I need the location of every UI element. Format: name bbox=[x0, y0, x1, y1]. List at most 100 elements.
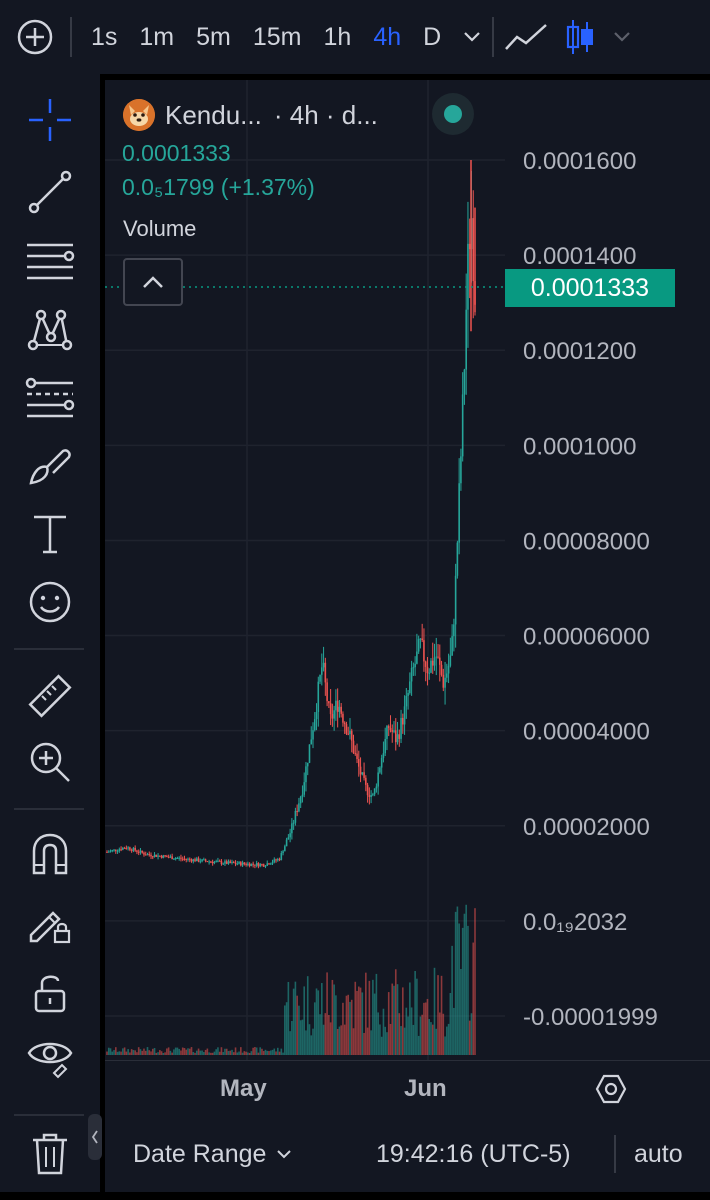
candle-body bbox=[243, 862, 246, 864]
candle-body bbox=[417, 639, 420, 652]
candle-body bbox=[150, 854, 152, 857]
candle-body bbox=[269, 863, 272, 865]
candle-body bbox=[264, 865, 267, 867]
volume-bar bbox=[402, 987, 404, 1055]
magnet-tool-button[interactable] bbox=[20, 824, 80, 884]
trend-line-tool-button[interactable] bbox=[20, 162, 80, 222]
interval-d[interactable]: D bbox=[423, 23, 442, 51]
interval-5m[interactable]: 5m bbox=[196, 23, 231, 51]
volume-bar bbox=[451, 945, 453, 1055]
collapse-legend-button[interactable] bbox=[123, 258, 183, 306]
chart-type-dropdown-button[interactable] bbox=[602, 0, 642, 74]
volume-bar bbox=[407, 1016, 409, 1055]
volume-bar bbox=[312, 1028, 314, 1055]
volume-bar bbox=[352, 1028, 355, 1055]
volume-bar bbox=[428, 1019, 431, 1055]
volume-bar bbox=[322, 1024, 325, 1055]
candle-body bbox=[373, 788, 376, 795]
market-status-indicator[interactable] bbox=[432, 93, 474, 135]
interval-1h[interactable]: 1h bbox=[323, 23, 352, 51]
remove-drawings-button[interactable] bbox=[20, 1124, 80, 1184]
candle-body bbox=[262, 864, 265, 867]
price-chart[interactable]: 0.0001600 0.0001400 0.0001200 0.0001000 0.00… bbox=[105, 80, 710, 1060]
volume-bar bbox=[324, 1013, 327, 1055]
candle-body bbox=[338, 706, 341, 712]
volume-indicator-label[interactable]: Volume bbox=[123, 216, 197, 241]
unlock-button[interactable] bbox=[20, 962, 80, 1022]
candle-body bbox=[453, 624, 455, 637]
candle-body bbox=[356, 753, 358, 759]
interval-1m[interactable]: 1m bbox=[139, 23, 175, 51]
volume-bar bbox=[331, 979, 334, 1055]
candle-body bbox=[134, 847, 136, 851]
volume-bar bbox=[144, 1050, 147, 1055]
volume-bar bbox=[134, 1050, 136, 1055]
candle-body bbox=[402, 717, 404, 725]
clock-timezone-button[interactable]: 19:42:16 (UTC-5) bbox=[376, 1139, 571, 1168]
pattern-tool-button[interactable] bbox=[20, 300, 80, 360]
fib-tool-button[interactable] bbox=[20, 368, 80, 428]
volume-bar bbox=[380, 1036, 383, 1055]
chart-type-candles-button[interactable] bbox=[558, 0, 602, 74]
volume-bar bbox=[183, 1048, 186, 1055]
chevron-down-icon bbox=[614, 32, 630, 42]
candle-body bbox=[118, 849, 121, 851]
volume-bar bbox=[298, 1005, 300, 1055]
visibility-button[interactable] bbox=[20, 1026, 80, 1086]
candle-body bbox=[461, 394, 464, 457]
chart-type-line-button[interactable] bbox=[494, 0, 558, 74]
screen-edge bbox=[0, 1192, 710, 1200]
candle-body bbox=[454, 575, 457, 625]
candle-body bbox=[275, 859, 277, 861]
candle-body bbox=[315, 711, 318, 720]
brush-tool-button[interactable] bbox=[20, 436, 80, 496]
candle-body bbox=[278, 859, 281, 861]
volume-bar bbox=[280, 1048, 283, 1055]
volume-bar bbox=[306, 976, 309, 1055]
sidebar-collapse-handle[interactable] bbox=[88, 1114, 102, 1160]
candle-body bbox=[292, 822, 295, 824]
auto-scale-button[interactable]: auto bbox=[634, 1139, 683, 1168]
horizontal-lines-tool-button[interactable] bbox=[20, 232, 80, 292]
candle-body bbox=[132, 847, 135, 851]
candle-body bbox=[227, 861, 230, 864]
chart-pane[interactable]: 0.0001600 0.0001400 0.0001200 0.0001000 0.00… bbox=[105, 80, 710, 1060]
candle-body bbox=[284, 846, 286, 852]
candle-body bbox=[229, 861, 232, 863]
candle-body bbox=[120, 849, 122, 851]
candle-body bbox=[187, 858, 189, 860]
time-axis[interactable]: May Jun bbox=[105, 1060, 710, 1116]
ruler-icon bbox=[28, 674, 72, 718]
candle-body bbox=[324, 662, 327, 683]
interval-4h[interactable]: 4h bbox=[373, 23, 402, 51]
volume-bar bbox=[162, 1052, 165, 1055]
candle-body bbox=[167, 856, 170, 858]
candle-body bbox=[148, 854, 151, 856]
chevron-left-icon bbox=[91, 1130, 98, 1144]
candle-body bbox=[458, 483, 460, 543]
emoji-tool-button[interactable] bbox=[20, 572, 80, 632]
volume-bar bbox=[115, 1047, 117, 1055]
lock-drawings-button[interactable] bbox=[20, 892, 80, 952]
ruler-tool-button[interactable] bbox=[20, 666, 80, 726]
chart-settings-button[interactable] bbox=[593, 1071, 629, 1107]
candle-body bbox=[421, 638, 423, 641]
candle-body bbox=[444, 677, 446, 688]
price-axis-label: 0.0001000 bbox=[523, 433, 636, 460]
zoom-in-tool-button[interactable] bbox=[20, 732, 80, 792]
candle-body bbox=[271, 862, 274, 864]
date-range-dropdown[interactable]: Date Range bbox=[105, 1140, 355, 1169]
crosshair-tool-button[interactable] bbox=[20, 90, 80, 150]
candle-body bbox=[449, 655, 452, 666]
volume-bar bbox=[130, 1049, 133, 1055]
candle-body bbox=[211, 861, 214, 864]
add-symbol-button[interactable] bbox=[0, 0, 70, 74]
interval-1s[interactable]: 1s bbox=[91, 23, 118, 51]
interval-dropdown-button[interactable] bbox=[452, 0, 492, 74]
symbol-legend[interactable]: Kendu... · 4h · d... bbox=[123, 98, 378, 132]
interval-15m[interactable]: 15m bbox=[252, 23, 302, 51]
candle-body bbox=[380, 758, 383, 768]
text-tool-button[interactable] bbox=[20, 504, 80, 564]
legend-price: 0.0001333 bbox=[122, 140, 231, 166]
volume-bar bbox=[173, 1049, 175, 1055]
